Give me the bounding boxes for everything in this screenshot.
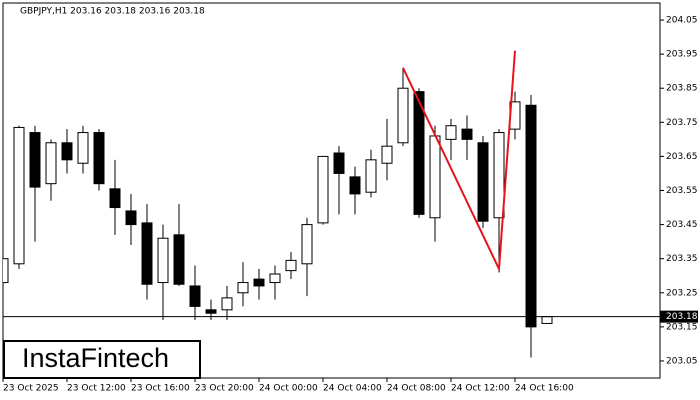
y-tick-label: 203.85 (666, 84, 698, 94)
y-tick-label: 203.95 (666, 50, 698, 60)
candle-body (413, 91, 425, 215)
watermark: InstaFintech (22, 343, 169, 373)
x-tick-label: 24 Oct 16:00 (515, 384, 574, 394)
x-tick-label: 24 Oct 12:00 (451, 384, 510, 394)
x-tick-label: 24 Oct 00:00 (259, 384, 318, 394)
y-tick-label: 203.75 (666, 118, 698, 128)
x-tick-label: 23 Oct 12:00 (67, 384, 126, 394)
candle-body (493, 132, 505, 219)
candle-body (333, 152, 345, 174)
candle-body (141, 222, 153, 285)
y-tick-label: 203.45 (666, 220, 698, 230)
candle-body (349, 176, 361, 195)
y-tick-label: 204.05 (666, 16, 698, 26)
candle-body (125, 210, 137, 226)
plot-area (3, 50, 553, 358)
candle-body (253, 278, 265, 287)
chart-title: GBPJPY,H1 203.16 203.18 203.16 203.18 (20, 7, 205, 17)
candle-body (29, 132, 41, 188)
x-tick-label: 24 Oct 04:00 (323, 384, 382, 394)
x-tick-label: 23 Oct 2025 (3, 384, 59, 394)
candle-body (381, 145, 393, 164)
candle-body (221, 297, 233, 311)
candle-body (541, 316, 553, 324)
candle-body (61, 142, 73, 161)
last-price-label: 203.18 (666, 312, 698, 322)
watermark-box (3, 340, 201, 379)
candle-body (269, 273, 281, 284)
candle-body (109, 188, 121, 209)
candle-body (429, 135, 441, 219)
candle-body (445, 125, 457, 140)
pattern-line (402, 50, 516, 273)
candle-body (301, 224, 313, 265)
candle-body (285, 259, 297, 272)
y-tick-label: 203.05 (666, 356, 698, 366)
candle-body (173, 234, 185, 285)
candle-body (365, 159, 377, 193)
y-tick-label: 203.35 (666, 254, 698, 264)
candle-body (13, 126, 25, 265)
last-price-box (660, 310, 698, 323)
candle-body (157, 237, 169, 284)
candle-body (237, 282, 249, 294)
candle-body (3, 258, 9, 284)
candle-body (525, 104, 537, 328)
candle-body (205, 309, 217, 314)
x-tick-label: 23 Oct 20:00 (195, 384, 254, 394)
y-tick-label: 203.65 (666, 152, 698, 162)
candle-body (45, 142, 57, 185)
candle-body (93, 132, 105, 185)
candle-body (189, 285, 201, 307)
candle-body (461, 128, 473, 140)
x-tick-label: 24 Oct 08:00 (387, 384, 446, 394)
candle-body (397, 87, 409, 144)
candle-body (477, 142, 489, 222)
y-tick-label: 203.15 (666, 322, 698, 332)
x-tick-label: 23 Oct 16:00 (131, 384, 190, 394)
y-tick-label: 203.25 (666, 288, 698, 298)
candle-body (77, 132, 89, 164)
y-tick-label: 203.55 (666, 186, 698, 196)
candle-body (317, 155, 329, 224)
